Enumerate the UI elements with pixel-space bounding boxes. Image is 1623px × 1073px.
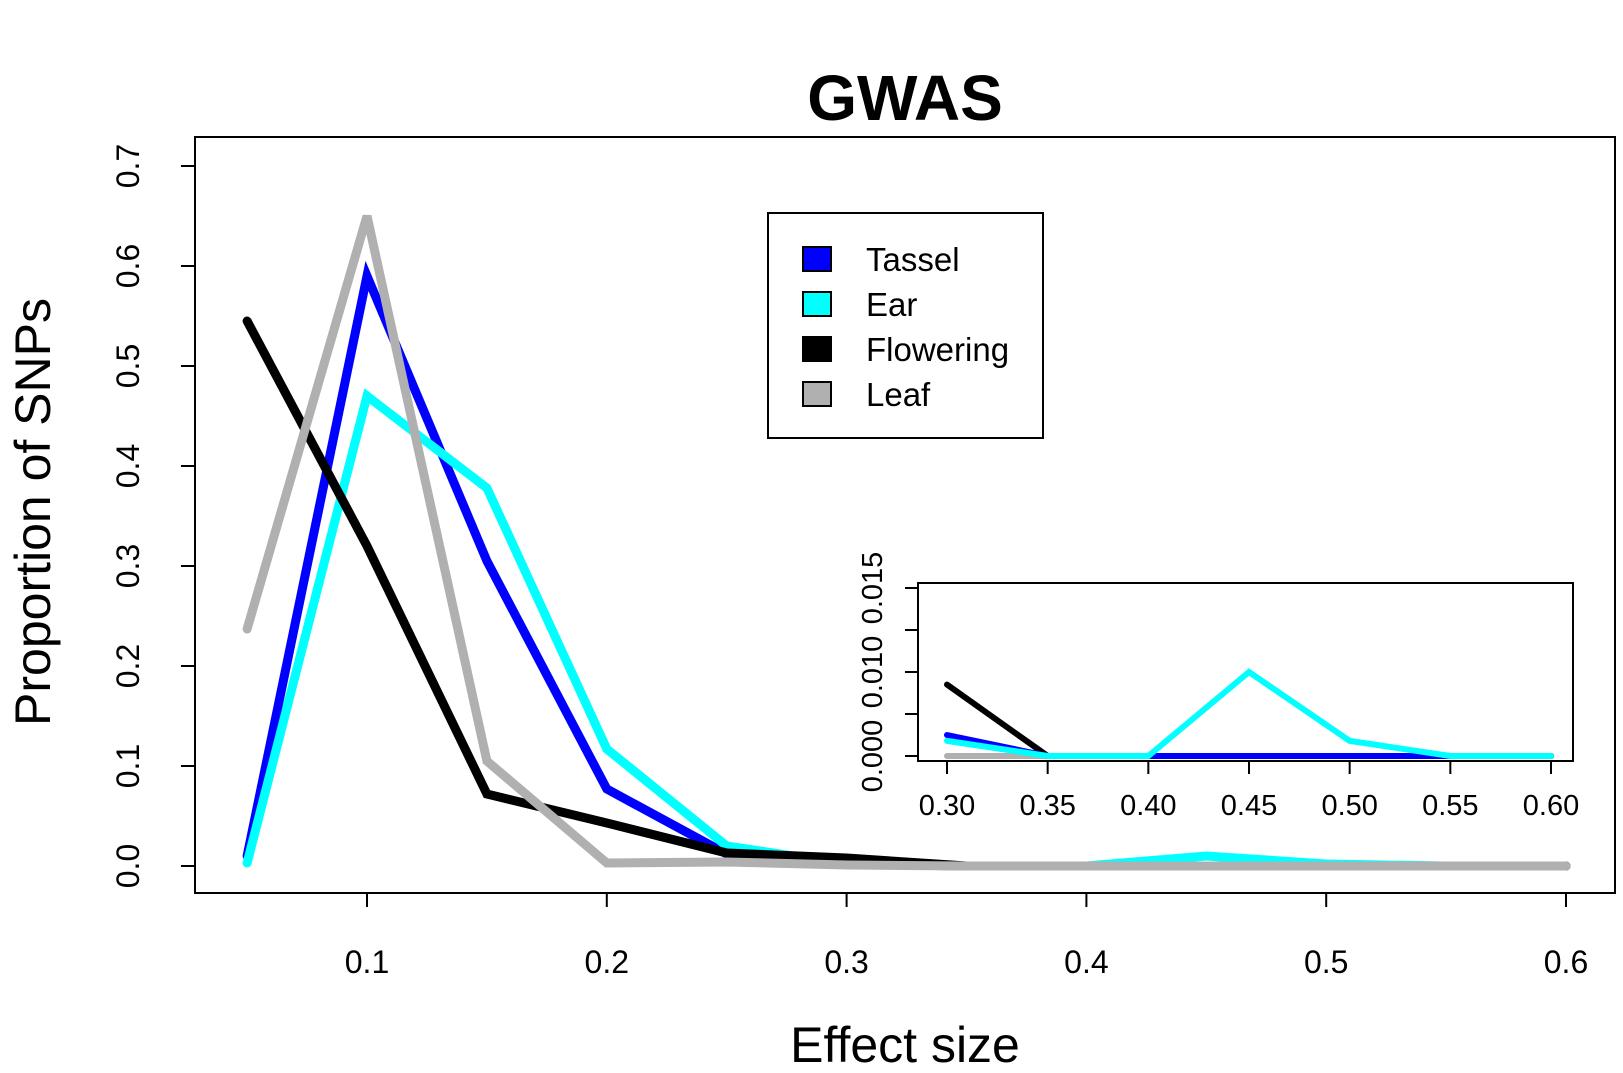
legend: Tassel Ear Flowering Leaf [767, 212, 1044, 439]
inset-x-tick-label: 0.45 [1221, 790, 1277, 822]
legend-swatch-flowering [802, 336, 832, 362]
legend-label-flowering: Flowering [866, 331, 1009, 368]
inset-x-tick-label: 0.55 [1422, 790, 1478, 822]
y-tick-label: 0.1 [110, 744, 146, 788]
legend-label-ear: Ear [866, 286, 917, 323]
inset-y-tick-label: 0.010 [857, 636, 889, 709]
chart-title: GWAS [807, 62, 1003, 134]
inset-chart: 0.30 0.35 0.40 0.45 0.50 0.55 0.60 0.000 0.010 0.… [857, 552, 1579, 822]
series-line-leaf [242, 214, 1571, 871]
y-tick-label: 0.4 [110, 444, 146, 488]
inset-axes: 0.30 0.35 0.40 0.45 0.50 0.55 0.60 0.000 0.010 0.… [857, 552, 1579, 822]
y-tick-label: 0.2 [110, 644, 146, 688]
legend-label-tassel: Tassel [866, 241, 960, 278]
x-tick-label: 0.6 [1544, 944, 1588, 980]
legend-swatch-leaf [802, 381, 832, 407]
x-tick-label: 0.1 [345, 944, 389, 980]
inset-series-lines [944, 668, 1554, 759]
inset-x-tick-label: 0.50 [1321, 790, 1377, 822]
inset-y-tick-label: 0.000 [857, 720, 889, 793]
x-tick-label: 0.2 [585, 944, 629, 980]
y-axis-label: Proportion of SNPs [5, 298, 61, 726]
main-series-lines [242, 214, 1571, 871]
inset-series-line-ear [944, 668, 1554, 759]
x-axis-label: Effect size [790, 1017, 1020, 1073]
inset-x-tick-label: 0.30 [919, 790, 975, 822]
y-tick-label: 0.6 [110, 244, 146, 288]
x-tick-label: 0.3 [824, 944, 868, 980]
inset-x-tick-label: 0.60 [1523, 790, 1579, 822]
main-axes: 0.1 0.2 0.3 0.4 0.5 0.60.00.10.20.30.40.50.60… [110, 144, 1588, 980]
x-tick-label: 0.4 [1064, 944, 1108, 980]
x-tick-label: 0.5 [1304, 944, 1348, 980]
inset-x-tick-label: 0.40 [1120, 790, 1176, 822]
legend-swatch-tassel [802, 246, 832, 272]
inset-y-tick-label: 0.015 [857, 552, 889, 625]
y-tick-label: 0.7 [110, 144, 146, 188]
legend-swatch-ear [802, 291, 832, 317]
y-tick-label: 0.5 [110, 344, 146, 388]
y-tick-label: 0.3 [110, 544, 146, 588]
legend-label-leaf: Leaf [866, 376, 931, 413]
y-tick-label: 0.0 [110, 844, 146, 888]
legend-items: Tassel Ear Flowering Leaf [802, 241, 1009, 413]
inset-x-tick-label: 0.35 [1019, 790, 1075, 822]
